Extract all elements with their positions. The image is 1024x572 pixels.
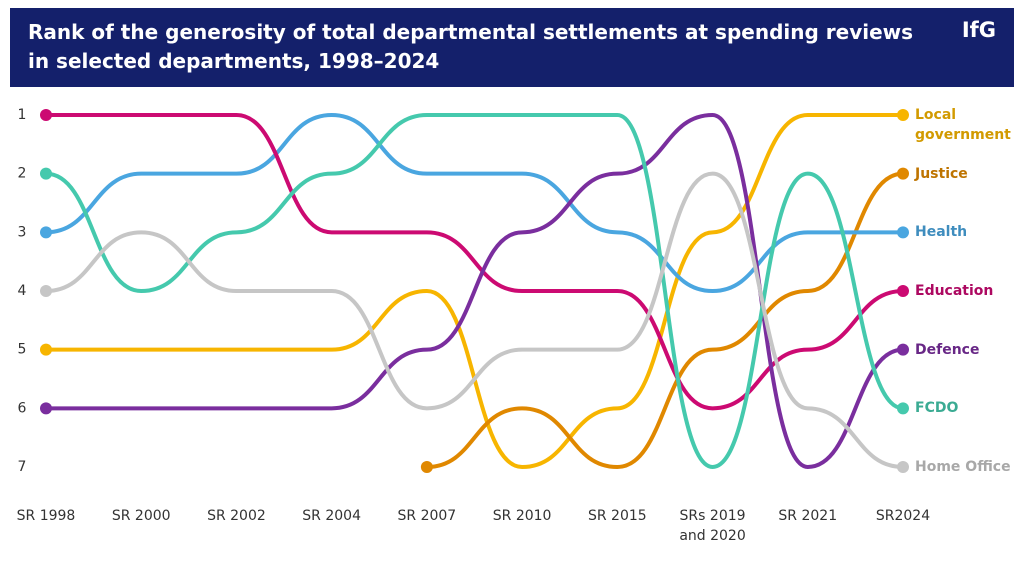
- end-marker: [40, 402, 52, 415]
- series-line: [424, 171, 905, 470]
- x-tick-label: SR2024: [875, 508, 931, 524]
- end-marker: [40, 343, 52, 356]
- end-marker: [897, 285, 909, 297]
- legend-label: Local government: [915, 107, 1011, 143]
- end-marker: [40, 285, 52, 297]
- x-tick-label: SR 2004: [302, 508, 361, 524]
- logo: IfG: [961, 18, 996, 42]
- chart-title: Rank of the generosity of total departme…: [28, 20, 914, 73]
- end-marker: [40, 226, 52, 239]
- y-tick-label: 3: [18, 224, 27, 240]
- y-tick-label: 2: [18, 166, 27, 182]
- y-tick-label: 6: [18, 400, 27, 416]
- y-tick-label: 4: [18, 283, 27, 299]
- legend-label: Defence: [915, 341, 980, 358]
- x-tick-label: SR 2010: [492, 508, 552, 524]
- end-marker: [897, 461, 909, 473]
- series-line: [44, 112, 905, 411]
- legend-label: Home Office: [915, 459, 1011, 475]
- series-line: [44, 171, 905, 469]
- x-tick-label: SR 1998: [16, 508, 76, 524]
- x-tick-label: SR 2007: [397, 508, 457, 524]
- end-marker: [420, 461, 433, 473]
- y-tick-label: 5: [18, 342, 27, 358]
- x-tick-label: SR 2015: [587, 508, 647, 524]
- y-tick-label: 7: [18, 459, 27, 475]
- end-marker: [40, 109, 52, 121]
- end-marker: [897, 109, 909, 121]
- legend-label: Justice: [915, 165, 968, 182]
- legend-label: Health: [915, 224, 968, 241]
- series-line: [44, 112, 905, 470]
- x-tick-label: SR 2000: [111, 508, 171, 524]
- y-tick-label: 1: [18, 107, 27, 123]
- x-tick-label: SRs 2019 and 2020: [679, 508, 746, 544]
- x-tick-label: SR 2002: [207, 508, 266, 524]
- end-marker: [897, 226, 909, 239]
- legend-label: FCDO: [915, 400, 959, 417]
- x-tick-label: SR 2021: [778, 508, 838, 524]
- series-line: [44, 112, 905, 470]
- header-band: Rank of the generosity of total departme…: [10, 8, 1014, 87]
- end-marker: [897, 343, 909, 356]
- series-line: [44, 112, 905, 294]
- end-marker: [40, 167, 52, 180]
- series-line: [44, 112, 905, 470]
- end-marker: [897, 167, 909, 180]
- end-marker: [897, 402, 909, 415]
- legend-label: Education: [915, 283, 994, 299]
